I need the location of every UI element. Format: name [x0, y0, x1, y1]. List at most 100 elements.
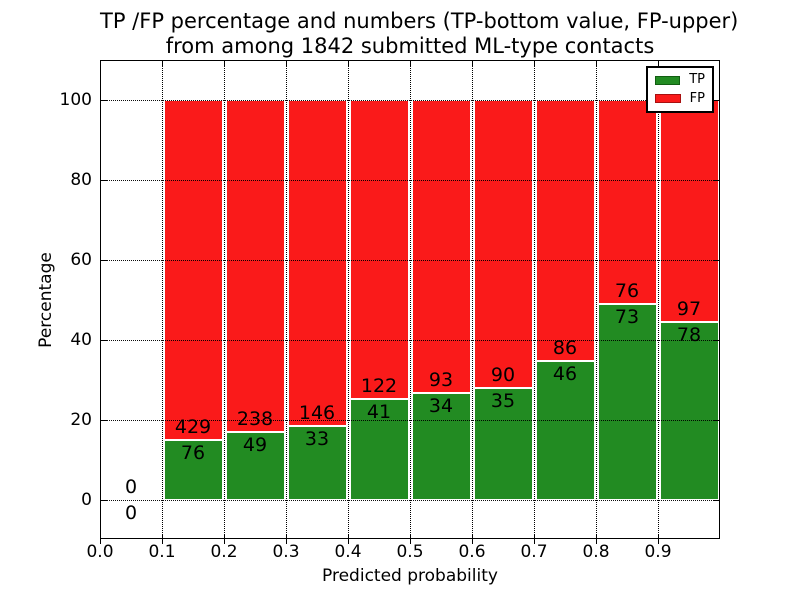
- x-tick-mark: [223, 534, 225, 544]
- grid-line-vertical: [533, 60, 535, 539]
- x-axis-label: Predicted probability: [322, 566, 498, 586]
- legend-entry-fp: FP: [655, 91, 705, 106]
- grid-line-horizontal: [100, 99, 720, 101]
- y-tick-mark: [713, 339, 720, 341]
- tp-bar-segment: [411, 392, 471, 500]
- grid-line-vertical: [471, 60, 473, 539]
- x-tick-label: 0.9: [644, 542, 672, 562]
- grid-line-vertical: [347, 60, 349, 539]
- tp-count-label: 0: [124, 502, 138, 524]
- x-tick-label: 0.8: [582, 542, 610, 562]
- tp-bar-segment: [163, 439, 223, 500]
- grid-line-vertical: [657, 60, 659, 539]
- y-tick-label: 100: [59, 90, 92, 110]
- fp-count-label: 97: [676, 297, 702, 320]
- grid-line-horizontal: [100, 179, 720, 181]
- y-tick-mark: [713, 179, 720, 181]
- y-tick-mark: [100, 99, 107, 101]
- tp-bar-segment: [349, 399, 409, 500]
- x-tick-mark: [533, 534, 535, 544]
- tp-count-label: 76: [180, 441, 206, 464]
- tp-count-label: 73: [614, 306, 640, 329]
- y-tick-mark: [100, 419, 107, 421]
- x-tick-mark: [99, 534, 101, 544]
- grid-line-horizontal: [100, 259, 720, 261]
- legend: TP FP: [646, 66, 714, 113]
- y-tick-mark: [713, 99, 720, 101]
- y-tick-mark: [100, 179, 107, 181]
- chart-title-line2: from among 1842 submitted ML-type contac…: [165, 34, 655, 58]
- y-tick-label: 80: [70, 170, 92, 190]
- x-tick-mark: [285, 534, 287, 544]
- x-tick-label: 0.4: [334, 542, 362, 562]
- fp-count-label: 146: [298, 402, 336, 425]
- tp-count-label: 78: [676, 323, 702, 346]
- x-tick-mark: [657, 534, 659, 544]
- fp-bar-segment: [659, 100, 719, 322]
- x-tick-label: 0.3: [272, 542, 300, 562]
- chart-title-line1: TP /FP percentage and numbers (TP-bottom…: [100, 9, 739, 33]
- grid-line-vertical: [595, 60, 597, 539]
- x-tick-mark: [347, 60, 349, 66]
- tp-bar-segment: [287, 426, 347, 500]
- y-tick-mark: [713, 259, 720, 261]
- y-tick-label: 40: [70, 330, 92, 350]
- tp-color-swatch-icon: [655, 75, 681, 85]
- grid-line-vertical: [161, 60, 163, 539]
- tp-bar-segment: [659, 321, 719, 500]
- x-tick-label: 0.2: [210, 542, 238, 562]
- fp-count-label: 238: [236, 407, 274, 430]
- grid-line-vertical: [285, 60, 287, 539]
- tp-count-label: 34: [428, 394, 454, 417]
- fp-bar-segment: [163, 100, 223, 440]
- x-tick-mark: [161, 534, 163, 544]
- x-tick-mark: [99, 60, 101, 66]
- x-tick-mark: [409, 60, 411, 66]
- fp-bar-segment: [535, 100, 595, 361]
- x-tick-label: 0.0: [86, 542, 114, 562]
- y-tick-mark: [100, 499, 107, 501]
- tp-bar-segment: [535, 360, 595, 500]
- x-tick-mark: [409, 534, 411, 544]
- tp-count-label: 41: [366, 401, 392, 424]
- fp-count-label: 122: [360, 375, 398, 398]
- y-tick-label: 60: [70, 250, 92, 270]
- grid-line-horizontal: [100, 419, 720, 421]
- fp-bar-segment: [349, 100, 409, 400]
- y-tick-mark: [713, 419, 720, 421]
- x-tick-mark: [223, 60, 225, 66]
- x-tick-mark: [657, 60, 659, 66]
- fp-count-label: 429: [174, 415, 212, 438]
- tp-count-label: 33: [304, 428, 330, 451]
- plot-area: 0 0 429 76 238 49 146 33 122 41 93 34 90 35 86 46 76 73 97…: [99, 60, 720, 544]
- fp-count-label: 0: [124, 476, 138, 498]
- tp-count-label: 49: [242, 433, 268, 456]
- x-tick-mark: [347, 534, 349, 544]
- tp-bar-segment: [225, 431, 285, 500]
- legend-entry-tp: TP: [655, 73, 705, 87]
- tp-count-label: 46: [552, 362, 578, 385]
- grid-line-horizontal: [100, 499, 720, 501]
- fp-count-label: 76: [614, 280, 640, 303]
- y-tick-mark: [713, 499, 720, 501]
- x-tick-mark: [285, 60, 287, 66]
- fp-count-label: 93: [428, 368, 454, 391]
- y-tick-label: 20: [70, 410, 92, 430]
- fp-bar-segment: [473, 100, 533, 388]
- fp-bar-segment: [225, 100, 285, 432]
- x-tick-label: 0.1: [148, 542, 176, 562]
- x-tick-mark: [533, 60, 535, 66]
- legend-label-tp: TP: [689, 72, 705, 88]
- tp-bar-segment: [473, 388, 533, 500]
- grid-line-vertical: [409, 60, 411, 539]
- fp-count-label: 90: [490, 364, 516, 386]
- fp-count-label: 86: [552, 336, 578, 359]
- x-tick-label: 0.6: [458, 542, 486, 562]
- y-tick-mark: [100, 339, 107, 341]
- chart-title: TP /FP percentage and numbers (TP-bottom…: [100, 9, 739, 59]
- grid-line-vertical: [223, 60, 225, 539]
- tp-bar-segment: [597, 304, 657, 500]
- y-tick-label: 0: [81, 490, 92, 510]
- x-tick-mark: [471, 534, 473, 544]
